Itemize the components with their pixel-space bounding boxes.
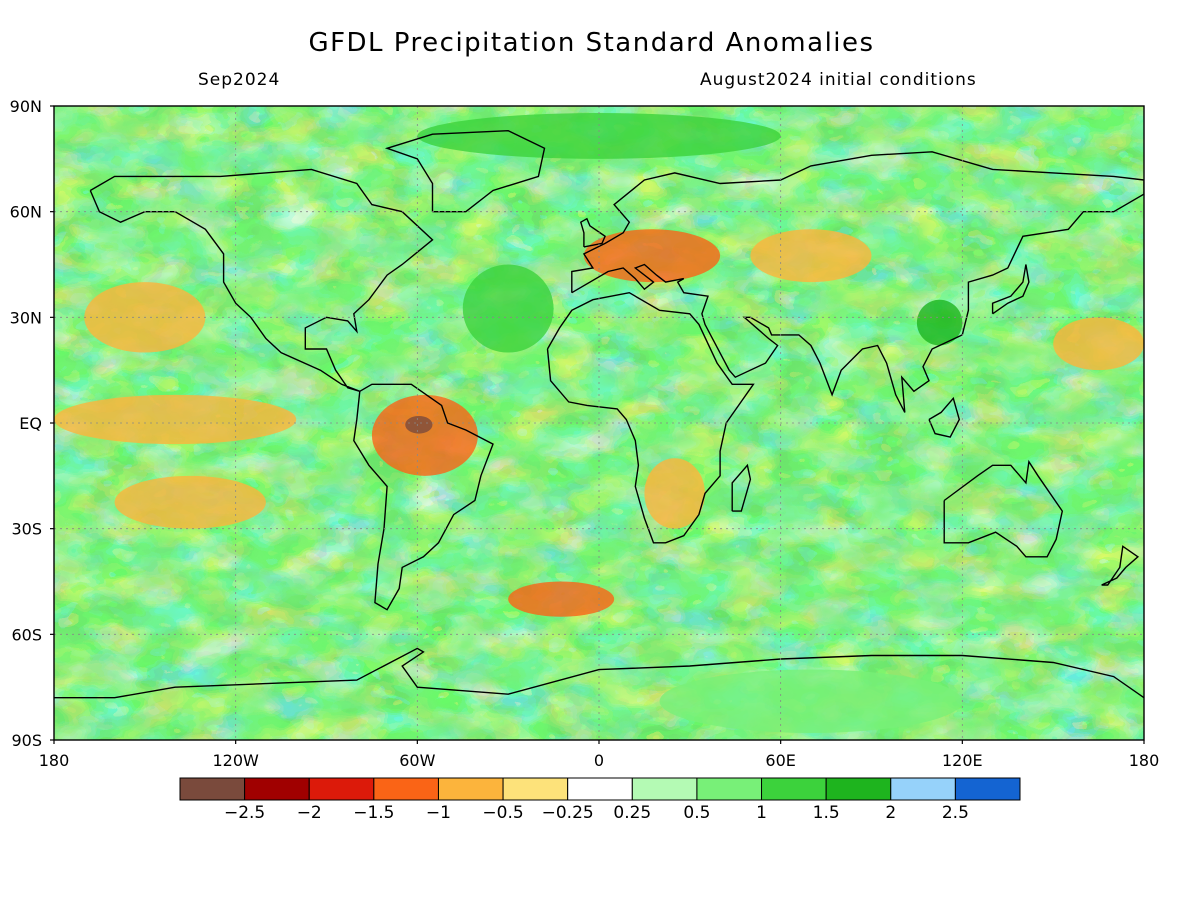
coastline-eurasia [571, 151, 1144, 413]
anomaly-region-south-china-wet [916, 299, 963, 346]
longitude-label: 0 [594, 751, 604, 770]
map-field [54, 106, 1144, 740]
coastline-greenland [384, 129, 546, 213]
longitude-label: 180 [1129, 751, 1160, 770]
latitude-label: 30N [10, 308, 42, 327]
latitude-label: 90S [11, 731, 42, 750]
longitude-label: 60E [765, 751, 795, 770]
longitude-label: 60W [399, 751, 435, 770]
longitude-label: 180 [39, 751, 70, 770]
latitude-label: 60S [11, 625, 42, 644]
latitude-label: EQ [19, 414, 42, 433]
longitude-axis: 180 120W 60W 0 60E 120E 180 [39, 740, 1160, 770]
longitude-label: 120E [942, 751, 983, 770]
latitude-axis: 90N 60N 30N EQ 30S 60S 90S [10, 97, 54, 750]
longitude-label: 120W [212, 751, 259, 770]
anomaly-region-central-asia-dry [750, 229, 872, 283]
anomaly-region-east-pacific-dry-band [114, 475, 266, 529]
valid-month-label: Sep2024 [198, 70, 281, 90]
coastline-africa [546, 291, 755, 544]
coastline-borneo [928, 396, 961, 438]
anomaly-region-amazon-core-dry [405, 415, 433, 434]
anomaly-region-western-pacific-dry [1053, 317, 1144, 371]
anomaly-region-equatorial-pacific-dry [54, 394, 297, 445]
coastline-japan [991, 264, 1030, 315]
map-title: GFDL Precipitation Standard Anomalies [308, 28, 875, 58]
anomaly-region-arctic-wet [417, 113, 781, 159]
coastline-antarctica [54, 647, 1144, 699]
anomaly-region-south-atlantic-dry [508, 581, 615, 617]
coastline-madagascar [731, 463, 752, 512]
coastline-south-america [353, 383, 494, 611]
latitude-label: 90N [10, 97, 42, 116]
anomaly-region-north-atlantic-wet [462, 264, 554, 353]
anomaly-region-antarctic-wet [659, 669, 963, 733]
coastline-uk [579, 217, 606, 248]
coastline-australia [943, 459, 1064, 558]
coastline-north-america [89, 168, 434, 392]
coastline-new-zealand [1101, 545, 1140, 586]
anomaly-region-amazon-dry [371, 394, 478, 476]
latitude-label: 60N [10, 203, 42, 222]
latitude-label: 30S [11, 520, 42, 539]
anomaly-region-southern-africa-dry [644, 458, 705, 529]
initial-conditions-label: August2024 initial conditions [700, 70, 977, 90]
